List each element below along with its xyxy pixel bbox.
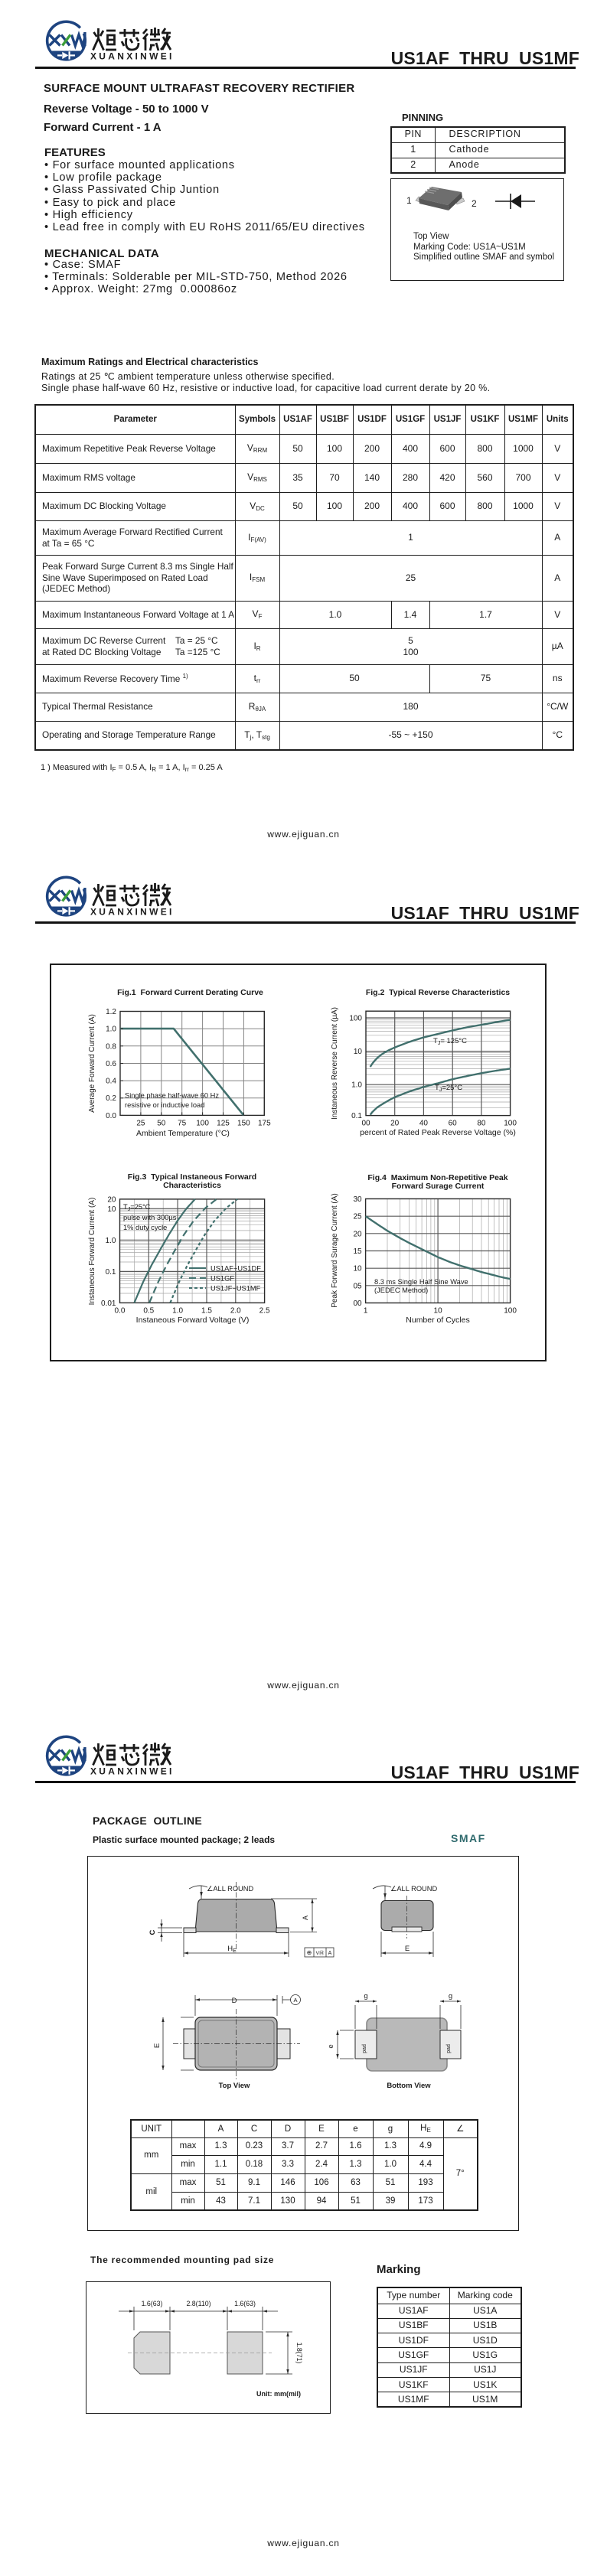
svg-text:Instaneous Forward Voltage (V): Instaneous Forward Voltage (V) bbox=[136, 1316, 250, 1325]
svg-text:XUANXINWEI: XUANXINWEI bbox=[90, 907, 174, 918]
svg-text:pad: pad bbox=[362, 2044, 367, 2053]
svg-text:US1JF~US1MF: US1JF~US1MF bbox=[210, 1285, 261, 1293]
svg-text:05: 05 bbox=[353, 1282, 362, 1290]
svg-text:10: 10 bbox=[353, 1265, 362, 1273]
svg-text:XUANXINWEI: XUANXINWEI bbox=[90, 51, 174, 62]
svg-text:1.0: 1.0 bbox=[106, 1026, 116, 1034]
svg-text:percent of Rated Peak Reverse: percent of Rated Peak Reverse Voltage (%… bbox=[360, 1128, 516, 1137]
svg-text:175: 175 bbox=[258, 1119, 271, 1127]
svg-text:TJ=25°C: TJ=25°C bbox=[435, 1084, 462, 1093]
svg-text:20: 20 bbox=[107, 1195, 116, 1204]
svg-text:⊕: ⊕ bbox=[307, 1949, 312, 1956]
svg-text:VⓂ: VⓂ bbox=[316, 1950, 325, 1956]
svg-text:8.3 ms Single Half Sine Wave: 8.3 ms Single Half Sine Wave bbox=[374, 1278, 468, 1286]
svg-text:Peak Forward Surage Current (A: Peak Forward Surage Current (A) bbox=[331, 1193, 339, 1308]
svg-text:00: 00 bbox=[353, 1299, 362, 1308]
svg-text:g: g bbox=[364, 1992, 367, 2000]
svg-text:0.5: 0.5 bbox=[143, 1306, 154, 1315]
svg-text:2.8(110): 2.8(110) bbox=[186, 2300, 210, 2307]
svg-text:D: D bbox=[232, 1997, 237, 2005]
svg-text:0.4: 0.4 bbox=[106, 1078, 116, 1086]
svg-text:80: 80 bbox=[477, 1120, 486, 1128]
svg-text:resistive or inductive load: resistive or inductive load bbox=[125, 1101, 204, 1109]
svg-text:125: 125 bbox=[217, 1119, 230, 1127]
svg-text:Unit: mm(mil): Unit: mm(mil) bbox=[256, 2390, 301, 2398]
svg-text:E: E bbox=[153, 2043, 162, 2048]
svg-text:1.6(63): 1.6(63) bbox=[142, 2300, 163, 2307]
svg-text:US1AF~US1DF: US1AF~US1DF bbox=[210, 1265, 261, 1273]
svg-text:A: A bbox=[302, 1916, 309, 1920]
svg-text:1: 1 bbox=[364, 1307, 368, 1316]
svg-text:Fig.1 Forward Current Deratin: Fig.1 Forward Current Derating Curve bbox=[117, 988, 263, 997]
svg-text:pad: pad bbox=[446, 2044, 452, 2053]
svg-text:30: 30 bbox=[353, 1195, 362, 1204]
svg-text:1.8(71): 1.8(71) bbox=[295, 2343, 303, 2364]
svg-text:1.5: 1.5 bbox=[201, 1306, 212, 1315]
svg-text:1.0: 1.0 bbox=[172, 1306, 183, 1315]
svg-text:1% duty cycle: 1% duty cycle bbox=[123, 1224, 167, 1231]
svg-text:75: 75 bbox=[178, 1119, 187, 1127]
svg-text:25: 25 bbox=[136, 1119, 145, 1127]
svg-text:C: C bbox=[148, 1929, 157, 1935]
svg-text:Ambient Temperature (°C): Ambient Temperature (°C) bbox=[136, 1129, 230, 1138]
svg-text:0.1: 0.1 bbox=[106, 1268, 116, 1277]
svg-text:Number of Cycles: Number of Cycles bbox=[406, 1316, 469, 1325]
svg-text:0.1: 0.1 bbox=[351, 1112, 362, 1120]
svg-text:100: 100 bbox=[504, 1120, 517, 1128]
svg-text:100: 100 bbox=[504, 1307, 517, 1316]
svg-text:00: 00 bbox=[361, 1120, 370, 1128]
svg-text:E: E bbox=[405, 1945, 410, 1953]
svg-text:Fig.2 Typical Reverse Charact: Fig.2 Typical Reverse Characteristics bbox=[366, 988, 510, 997]
svg-text:100: 100 bbox=[349, 1015, 362, 1023]
svg-text:g: g bbox=[449, 1992, 452, 2000]
svg-text:pulse with 300µs: pulse with 300µs bbox=[123, 1214, 177, 1221]
svg-text:US1GF: US1GF bbox=[210, 1275, 234, 1283]
svg-text:Average Forward Current (A): Average Forward Current (A) bbox=[88, 1014, 96, 1113]
svg-text:e: e bbox=[327, 2044, 335, 2048]
svg-text:150: 150 bbox=[237, 1119, 250, 1127]
svg-text:Top View: Top View bbox=[219, 2082, 250, 2090]
svg-text:50: 50 bbox=[157, 1119, 166, 1127]
svg-text:20: 20 bbox=[390, 1120, 400, 1128]
svg-text:Fig.4 Maximum Non-Repetitive: Fig.4 Maximum Non-Repetitive Peak bbox=[367, 1173, 507, 1182]
svg-text:2.0: 2.0 bbox=[230, 1306, 241, 1315]
svg-text:10: 10 bbox=[107, 1205, 116, 1214]
svg-text:1.0: 1.0 bbox=[106, 1237, 116, 1245]
svg-text:Instaneous Reverse Current (µA: Instaneous Reverse Current (µA) bbox=[331, 1007, 339, 1120]
svg-text:HE: HE bbox=[227, 1945, 237, 1954]
svg-text:A: A bbox=[328, 1951, 332, 1956]
svg-text:(JEDEC Method): (JEDEC Method) bbox=[374, 1286, 428, 1294]
svg-text:TJ= 125°C: TJ= 125°C bbox=[433, 1037, 467, 1046]
svg-text:0.8: 0.8 bbox=[106, 1042, 116, 1051]
svg-text:Single phase half-wave 60 Hz: Single phase half-wave 60 Hz bbox=[125, 1092, 219, 1100]
svg-text:1.6(63): 1.6(63) bbox=[234, 2300, 256, 2307]
svg-text:A: A bbox=[293, 1997, 297, 2004]
svg-text:20: 20 bbox=[353, 1230, 362, 1238]
svg-text:TJ=25°C: TJ=25°C bbox=[123, 1203, 151, 1212]
svg-text:25: 25 bbox=[353, 1213, 362, 1221]
svg-text:∠ALL ROUND: ∠ALL ROUND bbox=[207, 1885, 253, 1893]
svg-text:1.2: 1.2 bbox=[106, 1008, 116, 1016]
svg-text:XUANXINWEI: XUANXINWEI bbox=[90, 1766, 174, 1777]
svg-text:1.0: 1.0 bbox=[351, 1081, 362, 1090]
svg-text:Fig.3 Typical Instaneous Forw: Fig.3 Typical Instaneous Forward bbox=[128, 1172, 256, 1182]
svg-text:40: 40 bbox=[419, 1120, 429, 1128]
svg-text:10: 10 bbox=[434, 1307, 443, 1316]
svg-text:60: 60 bbox=[449, 1120, 458, 1128]
svg-text:Characteristics: Characteristics bbox=[163, 1181, 221, 1190]
svg-text:0.01: 0.01 bbox=[101, 1299, 116, 1308]
svg-text:0.6: 0.6 bbox=[106, 1060, 116, 1068]
svg-text:2.5: 2.5 bbox=[259, 1306, 270, 1315]
svg-text:0.0: 0.0 bbox=[106, 1112, 116, 1120]
svg-text:0.2: 0.2 bbox=[106, 1094, 116, 1103]
svg-text:15: 15 bbox=[353, 1247, 362, 1256]
svg-text:Instaneous Forward Current (A): Instaneous Forward Current (A) bbox=[88, 1198, 96, 1306]
svg-text:100: 100 bbox=[196, 1119, 209, 1127]
svg-text:Bottom View: Bottom View bbox=[387, 2082, 431, 2090]
svg-text:10: 10 bbox=[354, 1048, 363, 1056]
svg-text:∠ALL ROUND: ∠ALL ROUND bbox=[390, 1885, 437, 1893]
svg-text:Forward Surage Current: Forward Surage Current bbox=[392, 1182, 485, 1191]
svg-text:0.0: 0.0 bbox=[115, 1306, 126, 1315]
